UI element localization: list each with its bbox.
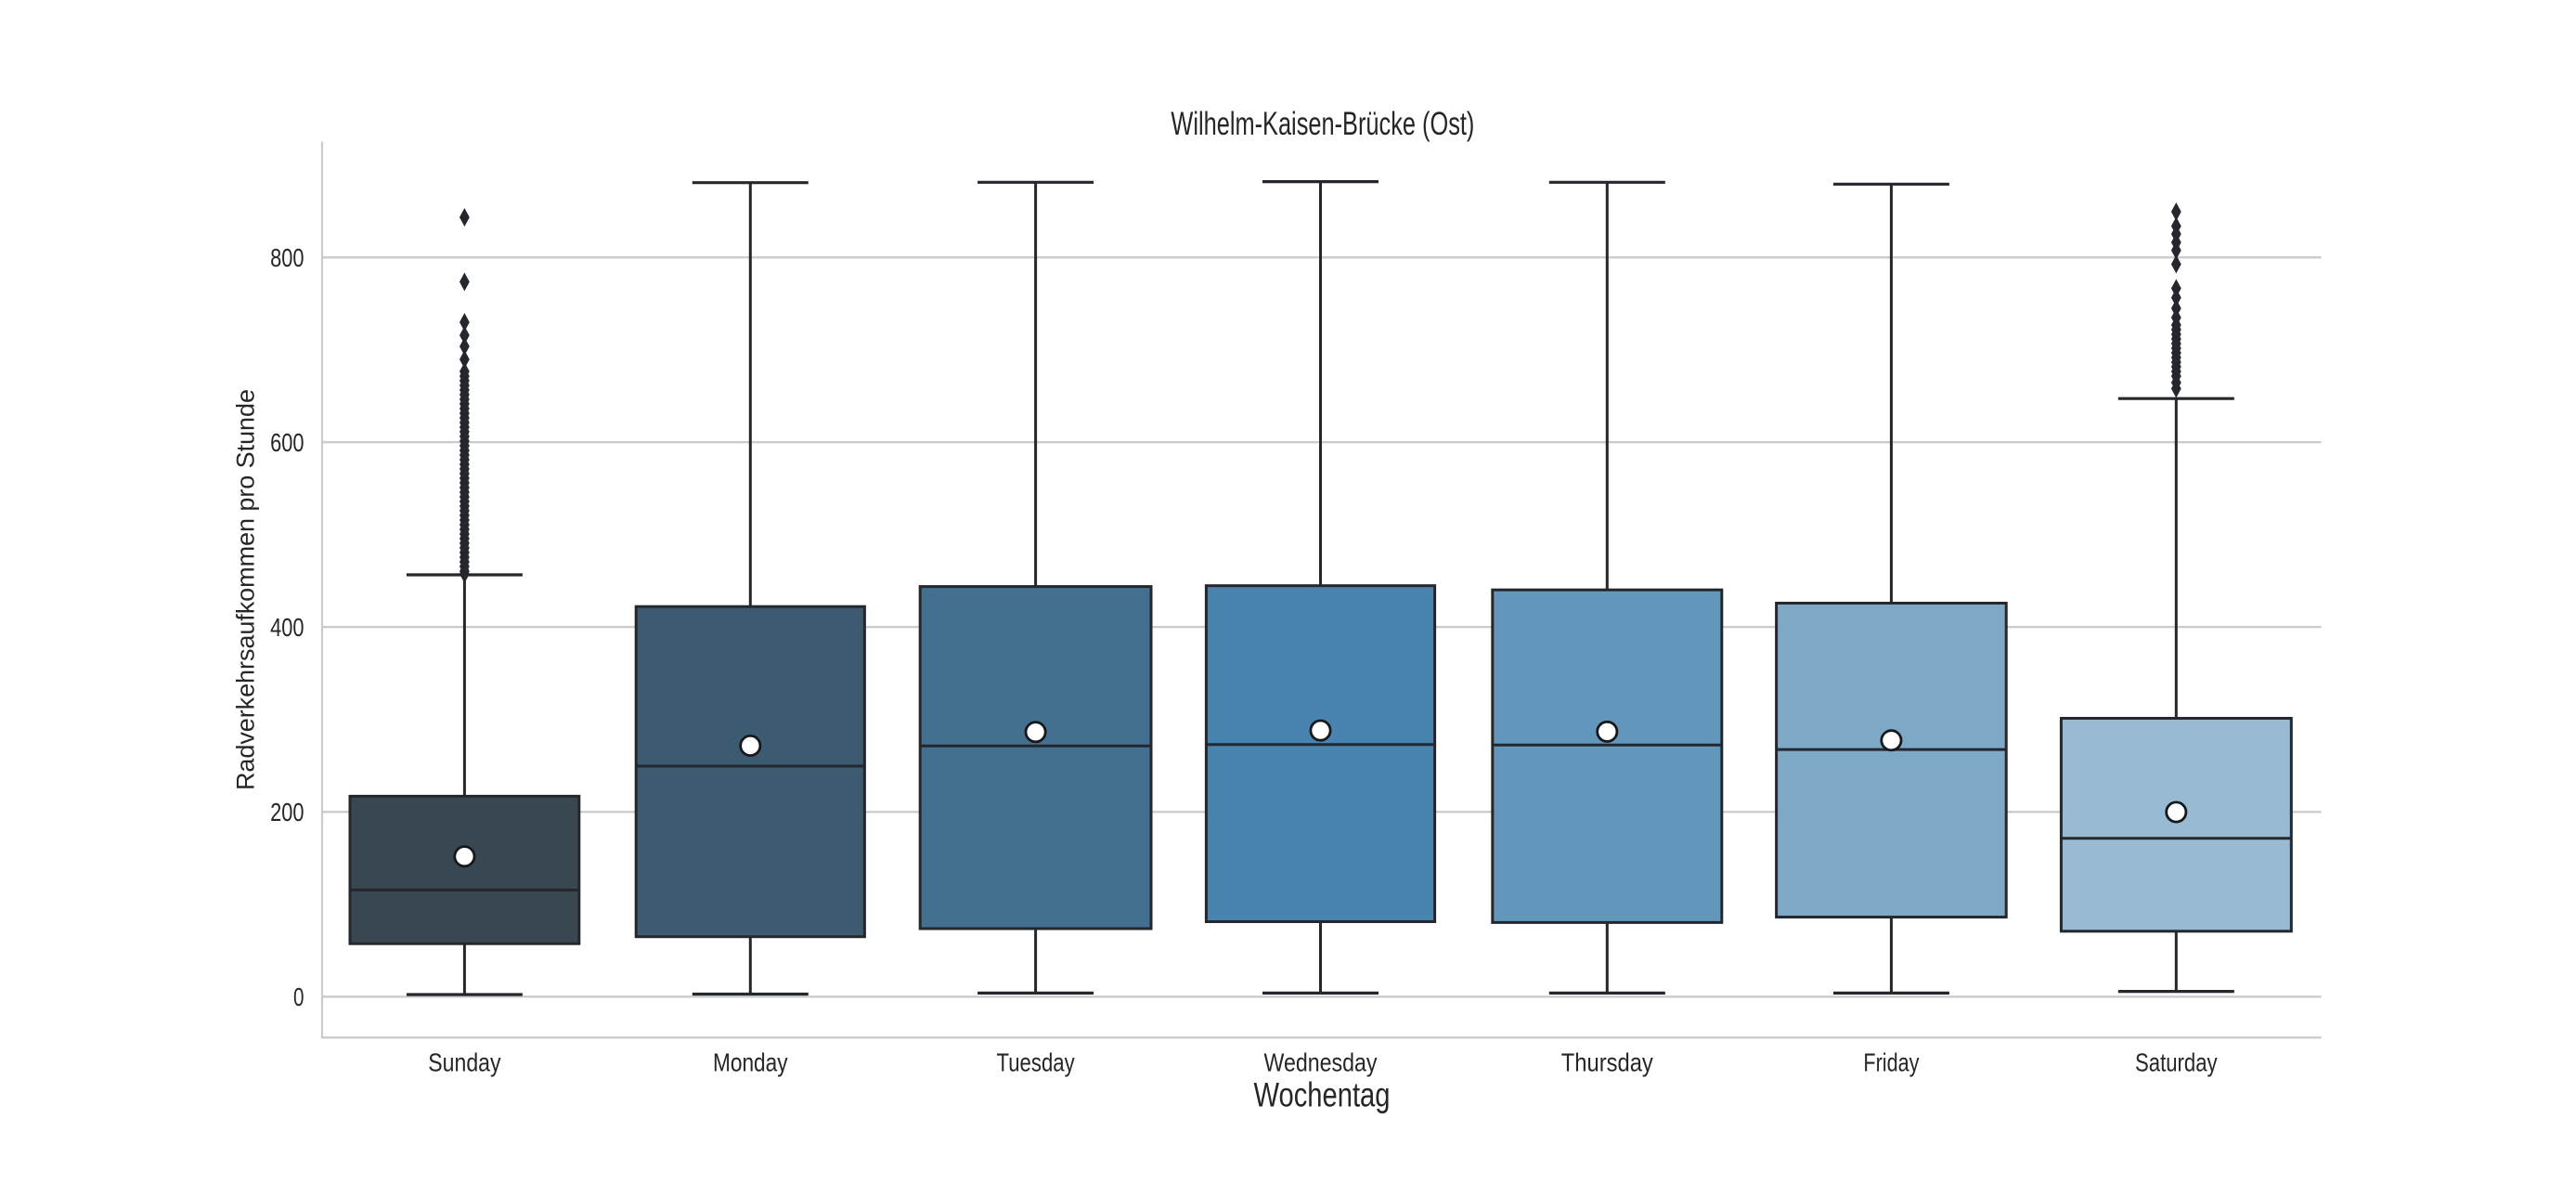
svg-text:Sunday: Sunday [428,1048,500,1077]
svg-text:800: 800 [270,243,304,272]
svg-text:Thursday: Thursday [1561,1048,1653,1077]
svg-text:Wochentag: Wochentag [1254,1075,1391,1113]
svg-text:600: 600 [270,428,304,457]
svg-text:Friday: Friday [1863,1048,1919,1077]
svg-text:Saturday: Saturday [2135,1048,2218,1077]
svg-text:200: 200 [270,798,304,826]
svg-text:Tuesday: Tuesday [997,1048,1075,1077]
svg-text:0: 0 [293,982,304,1011]
svg-text:400: 400 [270,613,304,642]
svg-text:Wilhelm-Kaisen-Brücke (Ost): Wilhelm-Kaisen-Brücke (Ost) [1171,106,1474,142]
svg-text:Radverkehrsaufkommen pro Stund: Radverkehrsaufkommen pro Stunde [232,389,260,790]
svg-text:Wednesday: Wednesday [1264,1048,1378,1077]
svg-text:Monday: Monday [713,1048,788,1077]
